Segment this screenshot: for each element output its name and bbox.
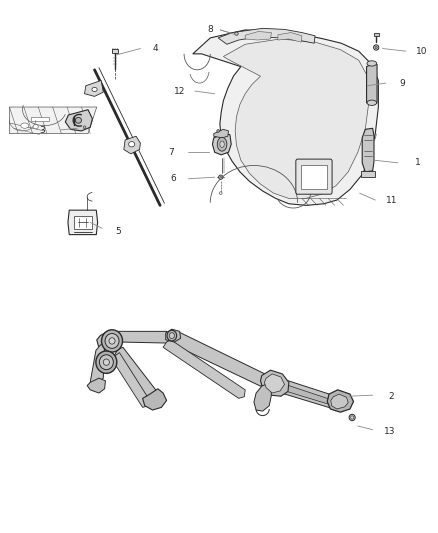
Ellipse shape xyxy=(219,175,223,179)
Ellipse shape xyxy=(33,125,38,129)
Ellipse shape xyxy=(220,141,224,148)
Ellipse shape xyxy=(92,87,97,92)
Text: 6: 6 xyxy=(170,174,176,183)
Text: 13: 13 xyxy=(384,427,395,436)
Polygon shape xyxy=(331,394,348,409)
Ellipse shape xyxy=(102,330,123,352)
Ellipse shape xyxy=(21,123,28,128)
Polygon shape xyxy=(112,353,149,407)
Text: 4: 4 xyxy=(153,44,159,53)
Text: 7: 7 xyxy=(168,148,174,157)
FancyBboxPatch shape xyxy=(296,159,332,194)
Polygon shape xyxy=(223,39,369,198)
Polygon shape xyxy=(276,378,335,408)
Polygon shape xyxy=(170,333,265,386)
Polygon shape xyxy=(212,134,231,155)
Ellipse shape xyxy=(109,338,115,344)
Polygon shape xyxy=(143,389,166,410)
Ellipse shape xyxy=(220,176,222,178)
Ellipse shape xyxy=(375,46,377,49)
Ellipse shape xyxy=(235,32,238,35)
Polygon shape xyxy=(193,30,378,205)
Text: 8: 8 xyxy=(207,26,213,35)
Polygon shape xyxy=(90,343,105,386)
Polygon shape xyxy=(362,128,374,172)
Ellipse shape xyxy=(99,355,113,369)
Polygon shape xyxy=(254,382,272,411)
Ellipse shape xyxy=(75,117,81,123)
Text: 12: 12 xyxy=(174,86,185,95)
Polygon shape xyxy=(367,65,370,103)
Polygon shape xyxy=(327,390,353,412)
Ellipse shape xyxy=(367,61,377,66)
Polygon shape xyxy=(278,382,330,405)
Polygon shape xyxy=(65,110,92,131)
Text: 11: 11 xyxy=(386,196,397,205)
Text: 5: 5 xyxy=(116,228,121,237)
Ellipse shape xyxy=(96,351,117,373)
Text: 1: 1 xyxy=(415,158,420,167)
Text: 9: 9 xyxy=(399,78,405,87)
Polygon shape xyxy=(278,33,302,42)
Ellipse shape xyxy=(217,138,227,151)
Polygon shape xyxy=(361,171,375,177)
Polygon shape xyxy=(114,348,155,399)
Ellipse shape xyxy=(167,330,177,341)
Polygon shape xyxy=(85,80,103,96)
Polygon shape xyxy=(112,332,170,343)
Polygon shape xyxy=(31,117,49,122)
Ellipse shape xyxy=(367,100,377,106)
Polygon shape xyxy=(261,370,289,396)
Text: 2: 2 xyxy=(389,392,394,401)
Polygon shape xyxy=(124,136,141,154)
Polygon shape xyxy=(245,31,272,40)
Polygon shape xyxy=(374,33,379,36)
Polygon shape xyxy=(10,107,97,134)
Polygon shape xyxy=(218,28,315,44)
Text: 10: 10 xyxy=(416,47,428,55)
Ellipse shape xyxy=(103,359,110,366)
Bar xyxy=(300,165,327,189)
Polygon shape xyxy=(163,340,245,398)
Text: 3: 3 xyxy=(39,126,45,135)
Ellipse shape xyxy=(349,414,355,421)
Ellipse shape xyxy=(374,45,379,50)
Polygon shape xyxy=(74,216,92,229)
Ellipse shape xyxy=(351,416,354,419)
Ellipse shape xyxy=(219,192,222,195)
Polygon shape xyxy=(112,49,118,53)
Polygon shape xyxy=(214,130,229,138)
Polygon shape xyxy=(367,63,377,104)
Ellipse shape xyxy=(169,333,174,338)
Ellipse shape xyxy=(129,142,135,147)
Ellipse shape xyxy=(83,126,86,128)
Polygon shape xyxy=(87,378,106,393)
Ellipse shape xyxy=(217,130,219,132)
Polygon shape xyxy=(265,374,285,393)
Polygon shape xyxy=(97,332,119,350)
Polygon shape xyxy=(362,128,367,172)
Polygon shape xyxy=(68,210,98,235)
Polygon shape xyxy=(166,329,180,342)
Ellipse shape xyxy=(105,334,119,349)
